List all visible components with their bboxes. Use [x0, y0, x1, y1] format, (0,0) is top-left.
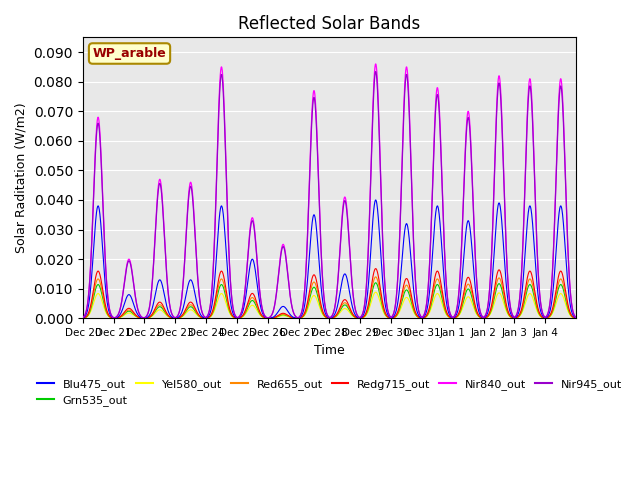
- X-axis label: Time: Time: [314, 344, 345, 357]
- Text: WP_arable: WP_arable: [93, 47, 166, 60]
- Title: Reflected Solar Bands: Reflected Solar Bands: [238, 15, 420, 33]
- Legend: Blu475_out, Grn535_out, Yel580_out, Red655_out, Redg715_out, Nir840_out, Nir945_: Blu475_out, Grn535_out, Yel580_out, Red6…: [33, 374, 627, 410]
- Y-axis label: Solar Raditation (W/m2): Solar Raditation (W/m2): [15, 103, 28, 253]
